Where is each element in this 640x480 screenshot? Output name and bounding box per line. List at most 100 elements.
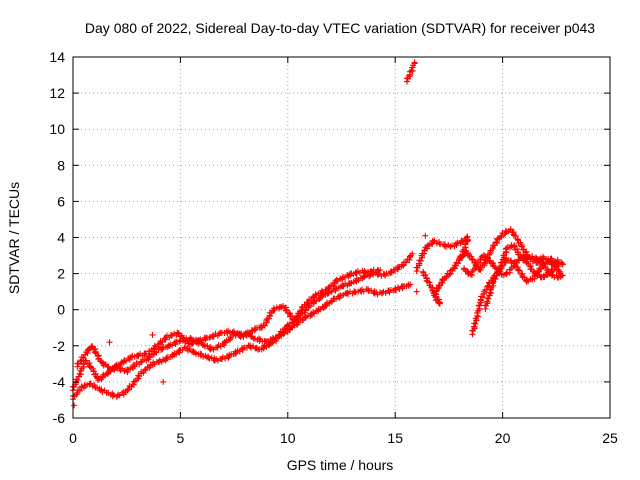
data-point: [98, 386, 105, 393]
data-point: [544, 269, 551, 276]
y-tick-label: 14: [49, 49, 65, 65]
data-points: [69, 59, 566, 409]
y-tick-label: 4: [57, 230, 65, 246]
data-point: [458, 237, 465, 244]
data-point: [233, 349, 240, 356]
data-point: [559, 272, 566, 279]
data-point: [407, 281, 414, 288]
data-point: [491, 242, 498, 249]
data-point: [555, 263, 562, 270]
data-point: [321, 303, 328, 310]
data-point: [485, 295, 492, 302]
series-isolated: [71, 232, 429, 409]
data-point: [424, 278, 431, 285]
data-point: [76, 370, 83, 377]
data-point: [408, 67, 415, 74]
data-point: [469, 256, 476, 263]
data-point: [304, 298, 311, 305]
x-axis-label: GPS time / hours: [287, 457, 394, 473]
data-point: [479, 294, 486, 301]
data-point: [187, 334, 194, 341]
data-point: [377, 266, 384, 273]
x-tick-label: 15: [387, 430, 403, 446]
data-point: [161, 335, 168, 342]
data-point: [160, 378, 167, 385]
data-point: [95, 377, 102, 384]
x-tick-label: 5: [177, 430, 185, 446]
data-point: [485, 257, 492, 264]
y-tick-label: -2: [53, 338, 66, 354]
data-point: [149, 331, 156, 338]
y-tick-label: 0: [57, 302, 65, 318]
series-track-d: [413, 233, 471, 307]
data-point: [475, 260, 482, 267]
data-point: [280, 330, 287, 337]
series-track-b: [70, 281, 414, 403]
data-point: [253, 345, 260, 352]
data-point: [151, 342, 158, 349]
data-point: [430, 238, 437, 245]
x-tick-label: 0: [69, 430, 77, 446]
x-axis-tick-labels: 0 5 10 15 20 25: [69, 430, 618, 446]
data-point: [460, 251, 467, 258]
data-point: [227, 335, 234, 342]
data-point: [251, 327, 258, 334]
data-point: [76, 387, 83, 394]
x-tick-label: 10: [280, 430, 296, 446]
data-point: [536, 256, 543, 263]
x-tick-label: 25: [602, 430, 618, 446]
data-point: [417, 257, 424, 264]
data-point: [492, 276, 499, 283]
data-point: [552, 260, 559, 267]
data-point: [310, 309, 317, 316]
data-point: [476, 305, 483, 312]
data-point: [303, 300, 310, 307]
data-point: [464, 237, 471, 244]
data-point: [403, 259, 410, 266]
data-point: [130, 362, 137, 369]
data-point: [176, 338, 183, 345]
y-tick-label: 2: [57, 266, 65, 282]
chart-title: Day 080 of 2022, Sidereal Day-to-day VTE…: [85, 20, 595, 36]
data-point: [184, 337, 191, 344]
data-point: [472, 320, 479, 327]
data-point: [423, 275, 430, 282]
data-point: [422, 232, 429, 239]
data-point: [516, 267, 523, 274]
data-point: [559, 261, 566, 268]
y-tick-label: 12: [49, 85, 65, 101]
data-point: [125, 386, 132, 393]
data-point: [461, 265, 468, 272]
series-track-i: [403, 59, 418, 85]
data-point: [287, 313, 294, 320]
data-point: [413, 288, 420, 295]
grid: [73, 57, 610, 418]
series-track-h: [482, 242, 566, 312]
data-point: [514, 246, 521, 253]
data-point: [507, 226, 514, 233]
data-point: [71, 402, 78, 409]
data-point: [306, 303, 313, 310]
data-point: [106, 339, 113, 346]
y-tick-label: -4: [53, 374, 66, 390]
y-tick-label: 10: [49, 121, 65, 137]
data-point: [175, 330, 182, 337]
y-axis-label: SDTVAR / TECUs: [6, 182, 22, 294]
data-point: [86, 363, 93, 370]
series-track-c: [74, 266, 384, 373]
data-point: [287, 312, 294, 319]
data-point: [153, 349, 160, 356]
data-point: [411, 59, 418, 66]
axis-ticks: [72, 56, 611, 419]
data-point: [238, 345, 245, 352]
data-point: [420, 268, 427, 275]
data-point: [514, 236, 521, 243]
y-axis-tick-labels: -6 -4 -2 0 2 4 6 8 10 12 14: [49, 49, 65, 426]
data-point: [159, 338, 166, 345]
data-point: [323, 302, 330, 309]
data-point: [206, 334, 213, 341]
data-point: [427, 282, 434, 289]
data-point: [438, 279, 445, 286]
x-tick-label: 20: [495, 430, 511, 446]
